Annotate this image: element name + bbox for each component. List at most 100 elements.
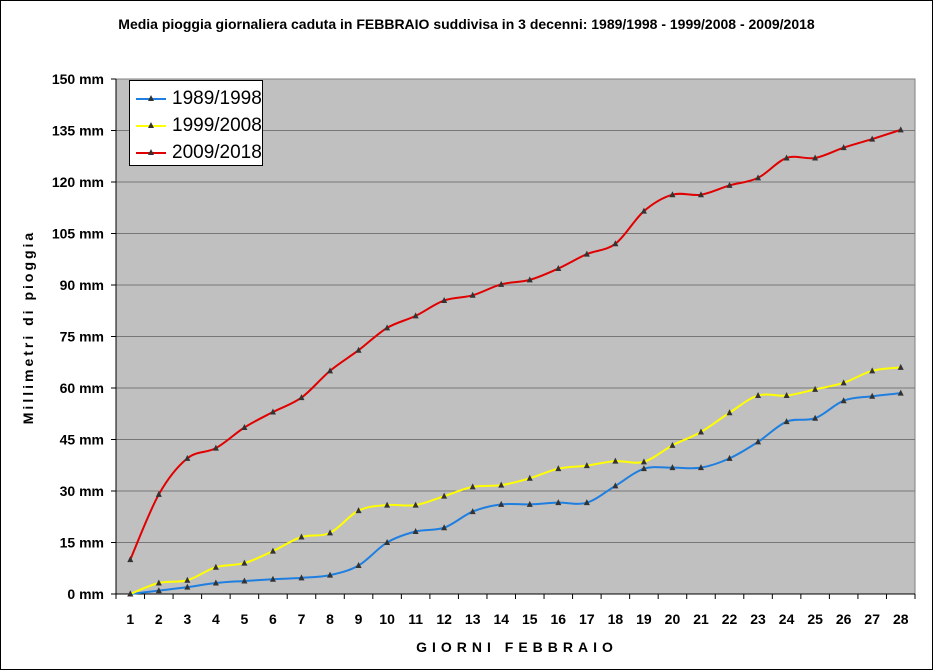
data-point xyxy=(783,418,790,425)
x-tick-label: 15 xyxy=(522,611,538,627)
data-point xyxy=(697,428,704,435)
data-point xyxy=(869,367,876,374)
data-point xyxy=(555,499,562,506)
data-point xyxy=(355,346,362,353)
legend-swatch xyxy=(136,94,166,104)
data-point xyxy=(812,154,819,161)
data-point xyxy=(298,574,305,581)
data-point xyxy=(355,562,362,569)
data-point xyxy=(327,367,334,374)
data-point xyxy=(526,276,533,283)
data-point xyxy=(127,590,134,597)
x-tick-label: 17 xyxy=(579,611,595,627)
data-point xyxy=(498,500,505,507)
data-point xyxy=(640,207,647,214)
data-point xyxy=(726,181,733,188)
data-point xyxy=(812,385,819,392)
data-point xyxy=(840,379,847,386)
data-point xyxy=(412,528,419,535)
data-point xyxy=(697,191,704,198)
data-point xyxy=(526,500,533,507)
x-tick-label: 21 xyxy=(693,611,709,627)
legend-label: 1999/2008 xyxy=(172,114,262,136)
data-point xyxy=(640,458,647,465)
data-point xyxy=(555,465,562,472)
x-tick-label: 16 xyxy=(551,611,567,627)
x-tick-label: 25 xyxy=(807,611,823,627)
y-tick-label: 45 mm xyxy=(60,432,104,448)
x-tick-label: 12 xyxy=(436,611,452,627)
y-tick-label: 0 mm xyxy=(67,586,104,602)
x-tick-label: 2 xyxy=(155,611,163,627)
legend-label: 1989/1998 xyxy=(172,87,262,109)
x-tick-label: 1 xyxy=(126,611,134,627)
data-point xyxy=(155,579,162,586)
data-point xyxy=(812,414,819,421)
data-point xyxy=(469,291,476,298)
data-point xyxy=(498,280,505,287)
y-tick-label: 60 mm xyxy=(60,380,104,396)
data-point xyxy=(869,135,876,142)
data-point xyxy=(726,454,733,461)
data-point xyxy=(840,397,847,404)
x-tick-label: 13 xyxy=(465,611,481,627)
x-tick-label: 6 xyxy=(269,611,277,627)
x-tick-label: 14 xyxy=(493,611,509,627)
chart-title: Media pioggia giornaliera caduta in FEBB… xyxy=(118,16,815,32)
data-point xyxy=(840,144,847,151)
x-tick-label: 10 xyxy=(379,611,395,627)
x-tick-label: 18 xyxy=(608,611,624,627)
data-point xyxy=(212,579,219,586)
data-point xyxy=(783,154,790,161)
data-point xyxy=(441,296,448,303)
data-point xyxy=(755,174,762,181)
data-point xyxy=(612,482,619,489)
data-point xyxy=(384,539,391,545)
x-tick-label: 24 xyxy=(779,611,795,627)
data-point xyxy=(155,490,162,497)
series-line-1989-1998 xyxy=(130,392,901,595)
data-point xyxy=(612,240,619,247)
data-point xyxy=(241,423,248,430)
series-line-1999-2008 xyxy=(129,366,901,595)
data-point xyxy=(269,547,276,554)
x-tick-label: 22 xyxy=(722,611,738,627)
y-tick-label: 105 mm xyxy=(52,226,104,242)
data-point xyxy=(327,571,334,578)
data-point xyxy=(384,324,391,331)
legend-swatch xyxy=(136,148,166,158)
data-point xyxy=(327,529,334,536)
data-point xyxy=(384,501,391,508)
data-point xyxy=(583,250,590,257)
legend-item: 2009/2018 xyxy=(136,139,262,166)
data-point xyxy=(726,409,733,416)
data-point xyxy=(184,576,191,583)
data-point xyxy=(298,394,305,401)
data-point xyxy=(469,508,476,515)
x-axis-label: GIORNI FEBBRAIO xyxy=(416,639,618,655)
x-tick-label: 28 xyxy=(893,611,909,627)
x-tick-label: 27 xyxy=(864,611,880,627)
x-tick-label: 4 xyxy=(212,611,220,627)
data-point xyxy=(697,464,704,471)
data-point xyxy=(555,265,562,272)
x-tick-label: 3 xyxy=(183,611,191,627)
y-tick-label: 30 mm xyxy=(60,483,104,499)
data-point xyxy=(669,191,676,198)
data-point xyxy=(355,507,362,514)
data-point xyxy=(526,474,533,481)
data-point xyxy=(412,501,419,508)
x-tick-label: 20 xyxy=(665,611,681,627)
data-point xyxy=(184,583,191,590)
data-point xyxy=(127,556,134,563)
data-point xyxy=(269,408,276,415)
legend-item: 1999/2008 xyxy=(136,112,262,139)
x-tick-label: 11 xyxy=(408,611,423,627)
legend-label: 2009/2018 xyxy=(172,141,262,163)
data-point xyxy=(783,392,790,399)
data-point xyxy=(897,363,904,370)
data-point xyxy=(498,481,505,488)
x-tick-label: 8 xyxy=(326,611,334,627)
data-point xyxy=(897,126,904,133)
y-axis-label: Millimetri di pioggia xyxy=(20,229,36,425)
